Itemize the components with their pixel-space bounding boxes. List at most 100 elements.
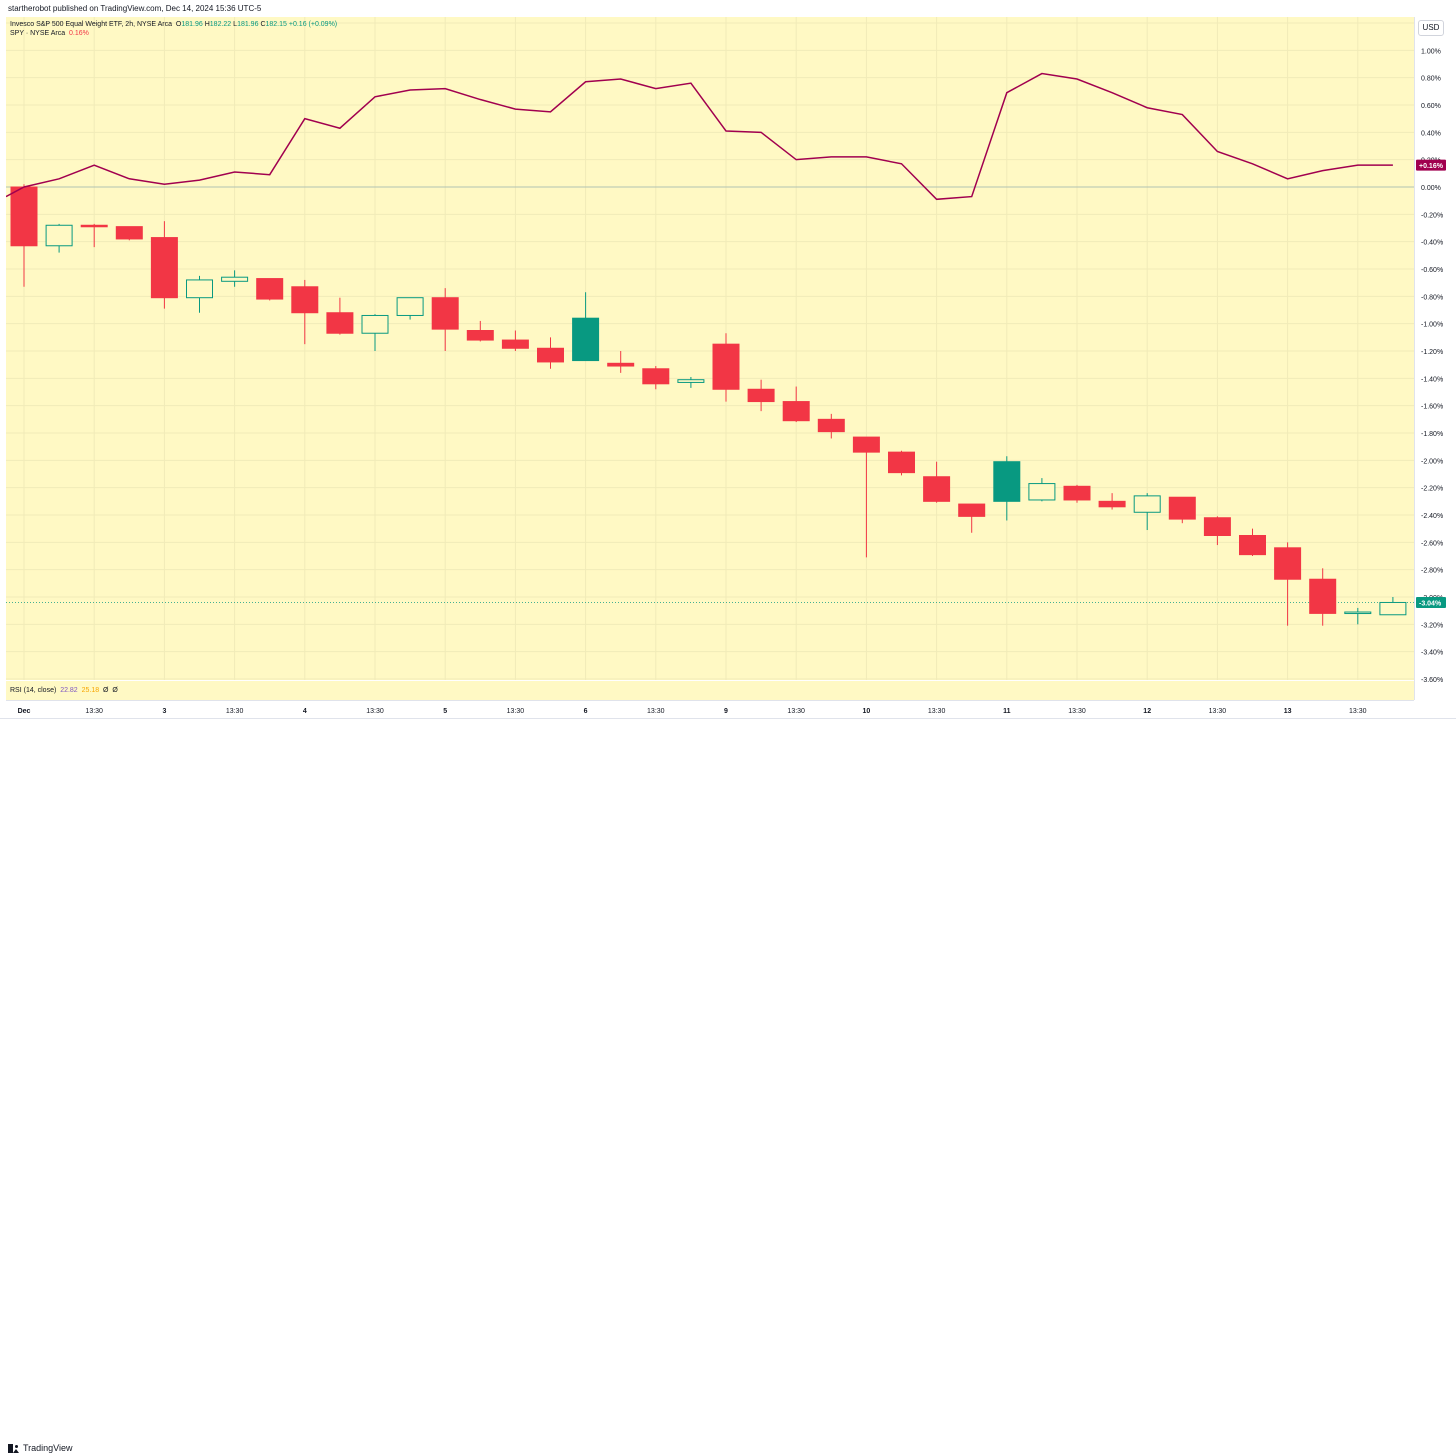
candle — [501, 330, 529, 351]
time-tick-label: 6 — [584, 708, 588, 715]
time-axis-labels: Dec 13:30 3 13:30 4 13:30 5 13:30 6 13:30 9 13:30 10… — [18, 708, 1367, 715]
candle — [993, 456, 1021, 521]
candle-body — [1203, 517, 1231, 537]
price-tick-label: -2.60% — [1421, 540, 1443, 547]
candle-body — [1063, 485, 1091, 501]
price-tick-label: -3.60% — [1421, 677, 1443, 684]
price-tick-label: -1.00% — [1421, 322, 1443, 329]
candle — [537, 337, 564, 369]
time-tick-label: Dec — [18, 708, 31, 715]
candle-body — [80, 224, 108, 228]
candle — [817, 413, 845, 439]
candle — [782, 386, 810, 423]
candle-body — [10, 186, 38, 247]
candle — [607, 351, 635, 373]
footer-brand: TradingView — [23, 1443, 73, 1453]
price-tick-label: -1.60% — [1421, 404, 1443, 411]
main-legend[interactable]: Invesco S&P 500 Equal Weight ETF, 2h, NY… — [10, 21, 337, 28]
candle — [256, 278, 284, 301]
candle-body — [677, 379, 705, 383]
price-tick-label: -2.00% — [1421, 458, 1443, 465]
compare-last-badge: +0.16% — [1416, 159, 1446, 171]
currency-button[interactable]: USD — [1418, 20, 1444, 36]
compare-last-badge-text: +0.16% — [1419, 163, 1444, 170]
candle — [466, 320, 494, 342]
chart-pane[interactable]: Invesco S&P 500 Equal Weight ETF, 2h, NY… — [5, 17, 1414, 680]
legend-l-value: 181.96 — [237, 21, 259, 28]
price-tick-label: -0.40% — [1421, 240, 1443, 247]
candle — [642, 366, 670, 390]
rsi-value: 22.82 — [60, 687, 78, 694]
time-tick-label: 5 — [443, 708, 447, 715]
candle-body — [712, 343, 740, 390]
price-tick-label: 0.40% — [1421, 130, 1441, 137]
time-axis[interactable]: Dec 13:30 3 13:30 4 13:30 5 13:30 6 13:30 9 13:30 10… — [6, 700, 1414, 719]
candle — [186, 275, 213, 313]
legend-o-value: 181.96 — [181, 21, 203, 28]
candle — [1239, 528, 1266, 556]
tradingview-logo[interactable]: TradingView — [8, 1443, 73, 1453]
candle-body — [1274, 547, 1302, 580]
candle — [1098, 493, 1126, 510]
candle — [888, 450, 915, 476]
price-axis[interactable]: 1.20%1.00%0.80%0.60%0.40%0.20%0.00%-0.20… — [1414, 17, 1456, 700]
candle-body — [607, 362, 635, 367]
price-chart[interactable] — [5, 17, 1414, 680]
time-tick-label: 13:30 — [647, 708, 665, 715]
time-tick-label: 13:30 — [787, 708, 805, 715]
price-tick-label: 1.00% — [1421, 48, 1441, 55]
price-tick-label: -2.20% — [1421, 486, 1443, 493]
time-tick-label: 11 — [1003, 708, 1011, 715]
candle-body — [888, 451, 915, 474]
price-tick-label: -3.40% — [1421, 650, 1443, 657]
time-tick-label: 13:30 — [1349, 708, 1367, 715]
rsi-pane[interactable]: RSI (14, close) 22.82 25.18 Ø Ø — [6, 681, 1414, 700]
time-tick-label: 4 — [303, 708, 307, 715]
candle — [1379, 597, 1407, 616]
candle-body — [115, 226, 143, 240]
candle — [1063, 484, 1091, 503]
price-tick-label: -1.80% — [1421, 431, 1443, 438]
rsi-legend[interactable]: RSI (14, close) 22.82 25.18 Ø Ø — [10, 687, 118, 694]
time-tick-label: 13:30 — [507, 708, 525, 715]
price-tick-label: -1.40% — [1421, 376, 1443, 383]
publish-line: startherobot published on TradingView.co… — [8, 4, 262, 13]
candle — [1133, 493, 1161, 531]
main-last-badge: -3.04% — [1416, 596, 1446, 608]
candle-body — [1133, 495, 1161, 513]
price-tick-label: 0.80% — [1421, 76, 1441, 83]
candle-body — [923, 476, 951, 502]
compare-legend[interactable]: SPY · NYSE Arca 0.16% — [10, 30, 89, 37]
candle — [150, 221, 178, 309]
candle-body — [782, 401, 810, 422]
candle-body — [256, 278, 284, 300]
candle — [45, 223, 73, 253]
legend-l-label: L — [233, 21, 238, 28]
legend-h-label: H — [204, 21, 210, 28]
candle-body — [572, 317, 600, 362]
candle-body — [150, 237, 178, 299]
candle-body — [1239, 535, 1266, 556]
price-axis-labels: 1.20%1.00%0.80%0.60%0.40%0.20%0.00%-0.20… — [1416, 21, 1446, 684]
gridlines — [6, 17, 1414, 680]
time-tick-label: 9 — [724, 708, 728, 715]
legend-compare-title: SPY · NYSE Arca — [10, 30, 66, 37]
candle — [80, 223, 108, 248]
candle-body — [291, 286, 319, 314]
candles — [10, 184, 1407, 626]
candle — [958, 503, 986, 533]
candle-body — [993, 461, 1021, 502]
candle — [431, 288, 459, 351]
candle-body — [186, 279, 213, 299]
price-tick-label: 0.00% — [1421, 185, 1441, 192]
candle — [747, 379, 775, 412]
price-tick-label: -0.60% — [1421, 267, 1443, 274]
candle-body — [466, 330, 494, 341]
candle — [1028, 478, 1056, 502]
legend-compare-value: 0.16% — [69, 30, 89, 37]
candle — [291, 279, 319, 345]
candle-body — [642, 368, 670, 385]
time-tick-label: 12 — [1143, 708, 1151, 715]
time-tick-label: 13:30 — [928, 708, 946, 715]
price-tick-label: -0.20% — [1421, 212, 1443, 219]
